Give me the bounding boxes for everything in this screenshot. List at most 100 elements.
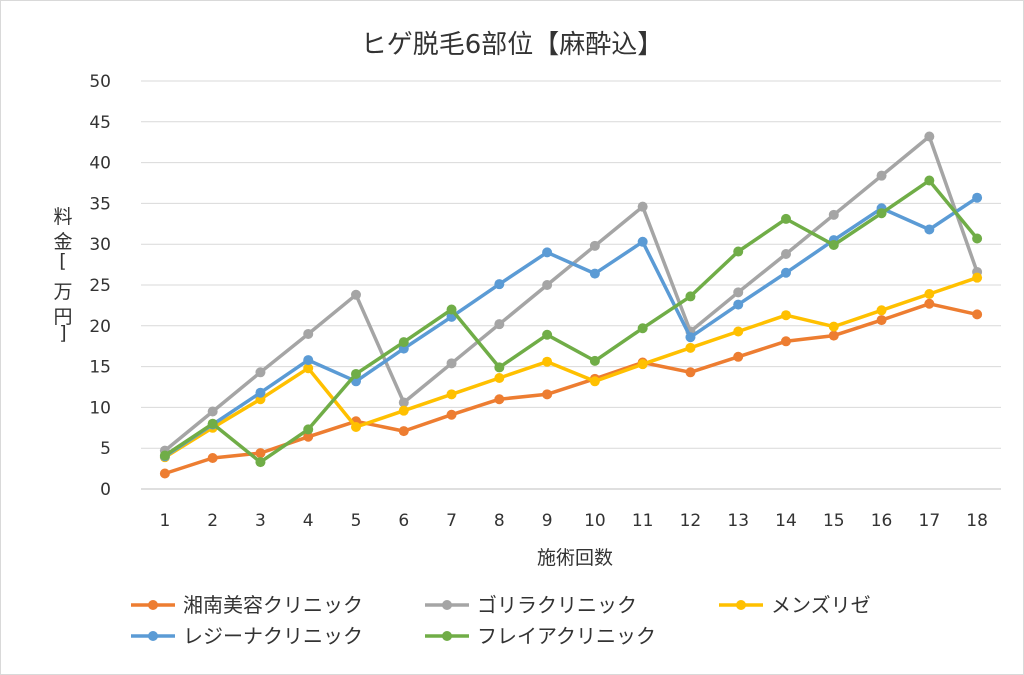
data-point [685,367,696,378]
data-point [828,240,839,251]
legend-item: レジーナクリニック [131,624,363,648]
y-axis-ticks: 0 5 10 15 20 25 30 35 40 45 50 [89,72,111,500]
y-tick-label: 30 [89,235,111,255]
data-point [542,356,553,367]
legend-marker [148,600,158,610]
x-tick-label: 10 [584,511,606,531]
x-tick-label: 12 [680,511,702,531]
series-3 [159,272,983,463]
x-tick-label: 16 [871,511,893,531]
x-tick-label: 2 [207,511,218,531]
data-point [159,468,170,479]
data-point [351,368,361,379]
data-point [255,367,266,378]
data-point [255,448,266,459]
y-tick-label: 35 [89,194,111,214]
data-point [972,233,983,244]
data-point [589,268,600,279]
data-point [207,452,218,463]
y-axis-title-char: 円 [53,306,72,328]
data-point [446,358,457,369]
data-point [351,289,361,300]
y-axis-title-char: ] [59,322,66,344]
data-point [924,131,935,142]
series-lines [159,131,983,479]
y-axis-title-char: 金 [53,231,72,253]
y-tick-label: 0 [100,480,111,500]
data-point [828,321,839,332]
data-point [446,409,457,420]
data-point [446,304,457,315]
data-point [637,323,648,334]
data-point [876,208,887,219]
x-tick-label: 18 [966,511,988,531]
y-axis-title-char: [ [59,250,66,272]
legend-marker [148,631,158,641]
legend-marker [736,600,746,610]
data-point [924,298,935,309]
x-tick-label: 5 [351,511,362,531]
y-tick-label: 45 [89,113,111,133]
x-tick-label: 11 [632,511,654,531]
data-point [589,240,600,251]
data-point [637,201,648,212]
data-point [255,387,266,398]
data-point [446,389,457,400]
data-point [159,450,170,461]
x-axis-title: 施術回数 [537,547,613,569]
legend-marker [442,600,452,610]
data-point [828,330,839,341]
legend-label: レジーナクリニック [183,624,363,648]
data-point [303,424,314,435]
series-5 [159,175,983,468]
data-point [542,280,553,290]
x-tick-label: 17 [919,511,941,531]
data-point [398,337,409,348]
x-tick-label: 13 [727,511,749,531]
x-tick-label: 9 [542,511,553,531]
data-point [781,310,791,321]
x-axis-ticks: 1 2 3 4 5 6 7 8 9 10 11 12 13 14 15 16 17 18 [159,511,987,531]
data-point [924,224,935,235]
series-line [163,134,979,453]
series-2 [159,131,983,456]
series-line [163,195,979,459]
legend-item: ゴリラクリニック [425,593,637,617]
legend-item: メンズリゼ [719,593,871,617]
data-point [828,209,839,220]
data-point [542,389,553,400]
data-point [494,373,505,384]
y-axis-title-char: 料 [53,206,72,228]
legend-item: 湘南美容クリニック [131,593,363,617]
legend-item: フレイアクリニック [425,624,656,648]
x-tick-label: 8 [494,511,505,531]
legend-label: ゴリラクリニック [477,593,637,617]
data-point [303,363,314,374]
x-tick-label: 3 [255,511,266,531]
data-point [207,418,218,429]
data-point [685,291,696,302]
data-point [398,397,409,408]
data-point [542,247,553,258]
data-point [876,170,887,181]
y-axis-title-char: 万 [53,281,72,303]
x-tick-label: 15 [823,511,845,531]
data-point [733,287,744,298]
data-point [781,267,791,278]
data-point [781,213,791,224]
data-point [207,406,218,417]
y-tick-label: 10 [89,398,111,418]
data-point [733,299,744,310]
data-point [685,342,696,353]
data-point [685,332,696,343]
data-point [972,272,983,283]
data-point [924,288,935,299]
data-point [733,326,744,337]
data-point [876,315,887,326]
y-tick-label: 40 [89,154,111,174]
data-point [876,305,887,316]
data-point [637,236,648,247]
